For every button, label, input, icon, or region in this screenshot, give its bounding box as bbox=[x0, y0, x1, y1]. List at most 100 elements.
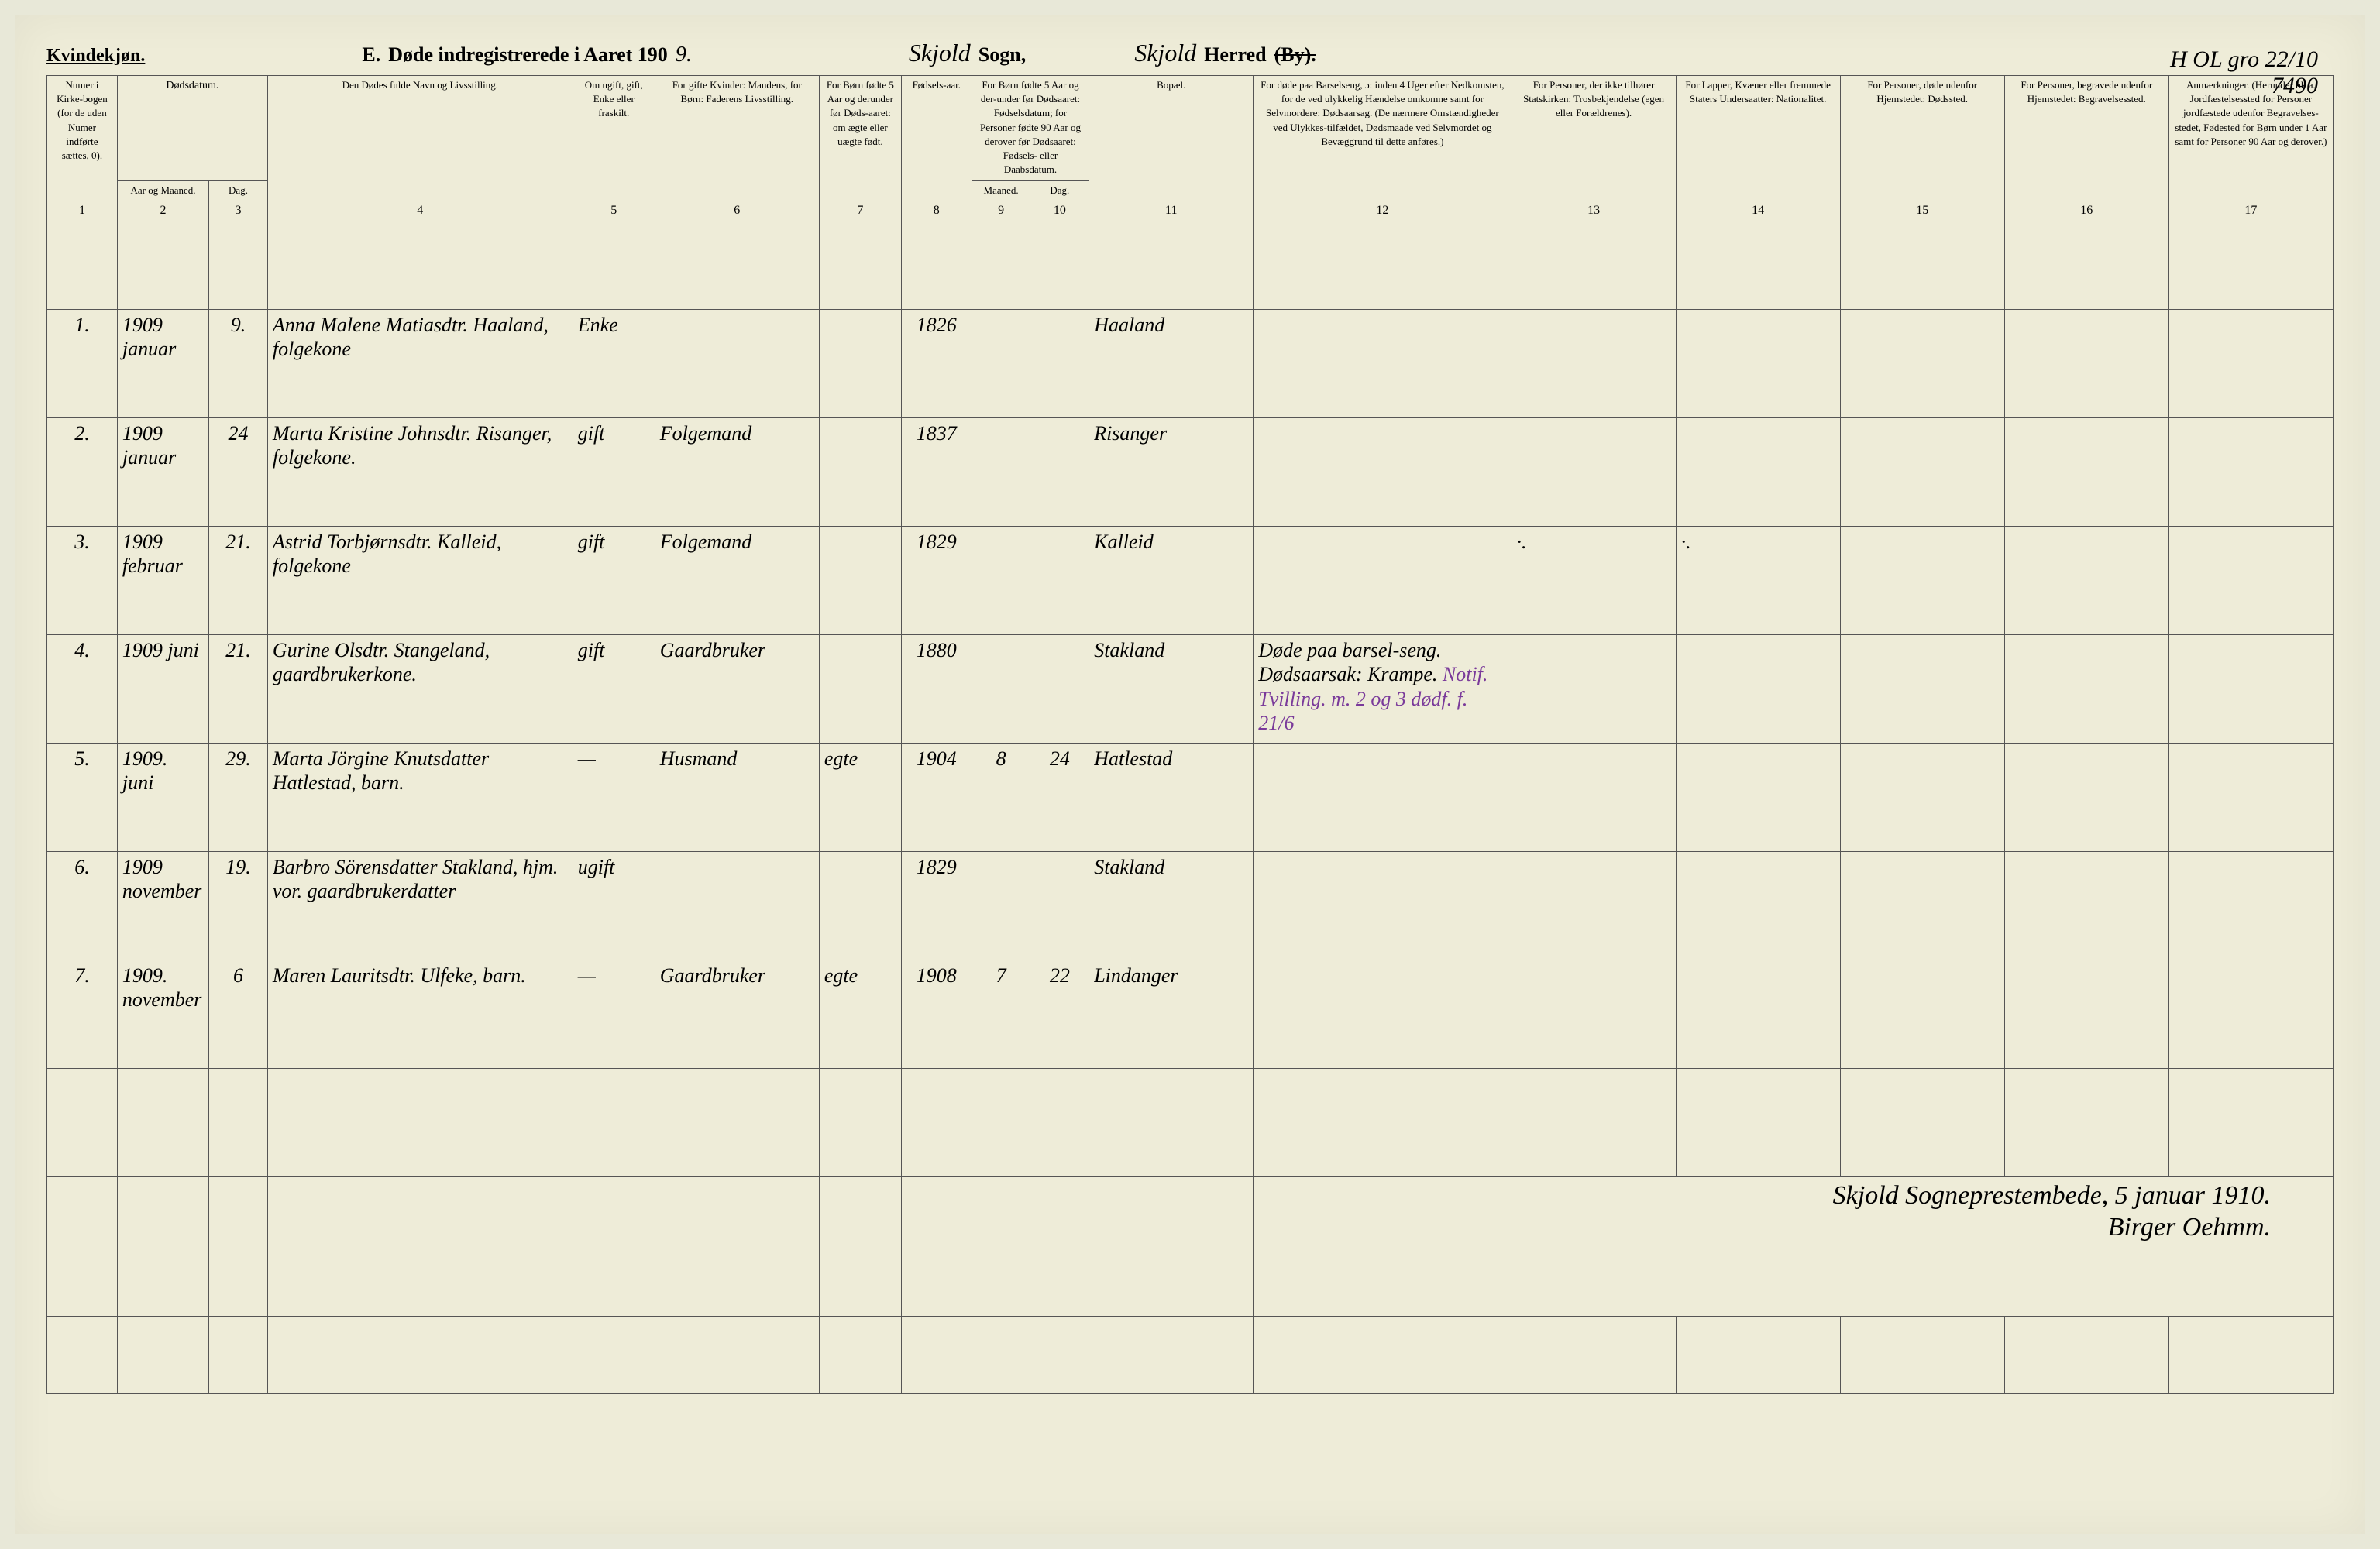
column-number: 2 bbox=[117, 201, 208, 310]
cell: Haaland bbox=[1089, 310, 1254, 418]
cell bbox=[1254, 418, 1512, 527]
signature-line-2: Birger Oehmm. bbox=[1258, 1212, 2271, 1244]
sogn-handwritten: Skjold bbox=[909, 39, 971, 67]
cell bbox=[972, 527, 1030, 635]
cell: 1826 bbox=[901, 310, 972, 418]
column-header: Den Dødes fulde Navn og Livsstilling. bbox=[267, 76, 573, 201]
cell: Stakland bbox=[1089, 852, 1254, 960]
column-number: 6 bbox=[655, 201, 819, 310]
cell bbox=[2168, 1317, 2333, 1394]
cell: Folgemand bbox=[655, 527, 819, 635]
cell: ugift bbox=[573, 852, 655, 960]
cell bbox=[267, 1069, 573, 1177]
cell bbox=[1512, 310, 1676, 418]
column-number: 16 bbox=[2004, 201, 2168, 310]
column-number: 10 bbox=[1030, 201, 1089, 310]
cell: 1829 bbox=[901, 527, 972, 635]
cell bbox=[1676, 852, 1840, 960]
cell bbox=[2004, 418, 2168, 527]
signature-row: Skjold Sogneprestembede, 5 januar 1910.B… bbox=[47, 1177, 2334, 1317]
table-row: 6.1909 november19.Barbro Sörensdatter St… bbox=[47, 852, 2334, 960]
column-number: 11 bbox=[1089, 201, 1254, 310]
cell bbox=[901, 1317, 972, 1394]
table-row-empty bbox=[47, 1069, 2334, 1177]
year-handwritten: 9. bbox=[676, 43, 692, 67]
cell bbox=[2168, 418, 2333, 527]
cell bbox=[1840, 418, 2004, 527]
cell: 1909 januar bbox=[117, 310, 208, 418]
column-number: 3 bbox=[209, 201, 268, 310]
cell bbox=[573, 1069, 655, 1177]
column-header: Fødsels-aar. bbox=[901, 76, 972, 201]
column-number: 9 bbox=[972, 201, 1030, 310]
cell bbox=[819, 418, 901, 527]
header-row: Kvindekjøn. E. Døde indregistrerede i Aa… bbox=[46, 39, 2334, 67]
cell bbox=[819, 1317, 901, 1394]
cell: ·. bbox=[1512, 527, 1676, 635]
cell bbox=[972, 418, 1030, 527]
title-line: E. Døde indregistrerede i Aaret 1909. Sk… bbox=[362, 39, 2334, 67]
cell: 4. bbox=[47, 635, 118, 744]
cell bbox=[1840, 960, 2004, 1069]
cell: 21. bbox=[209, 635, 268, 744]
cell bbox=[1840, 744, 2004, 852]
cell: Husmand bbox=[655, 744, 819, 852]
herred-handwritten: Skjold bbox=[1134, 39, 1196, 67]
cell: Marta Kristine Johnsdtr. Risanger, folge… bbox=[267, 418, 573, 527]
cell bbox=[117, 1069, 208, 1177]
cell: 29. bbox=[209, 744, 268, 852]
cell: Lindanger bbox=[1089, 960, 1254, 1069]
table-head: Numer i Kirke-bogen (for de uden Numer i… bbox=[47, 76, 2334, 201]
table-row-empty bbox=[47, 1317, 2334, 1394]
cell: Marta Jörgine Knutsdatter Hatlestad, bar… bbox=[267, 744, 573, 852]
cell: 1909. november bbox=[117, 960, 208, 1069]
cell bbox=[655, 852, 819, 960]
column-number: 13 bbox=[1512, 201, 1676, 310]
cell bbox=[901, 1069, 972, 1177]
cell: ·. bbox=[1676, 527, 1840, 635]
cell bbox=[1254, 310, 1512, 418]
cell bbox=[1840, 852, 2004, 960]
cell: egte bbox=[819, 744, 901, 852]
cell bbox=[1254, 527, 1512, 635]
cell: — bbox=[573, 744, 655, 852]
table-row: 4.1909 juni21.Gurine Olsdtr. Stangeland,… bbox=[47, 635, 2334, 744]
signature-line-1: Skjold Sogneprestembede, 5 januar 1910. bbox=[1258, 1180, 2271, 1212]
column-header: For Personer, der ikke tilhører Statskir… bbox=[1512, 76, 1676, 201]
ledger-page: Kvindekjøn. E. Døde indregistrerede i Aa… bbox=[15, 15, 2365, 1534]
cell: Døde paa barsel-seng. Dødsaarsak: Krampe… bbox=[1254, 635, 1512, 744]
column-number: 14 bbox=[1676, 201, 1840, 310]
cell bbox=[1676, 418, 1840, 527]
cell bbox=[1254, 744, 1512, 852]
cell bbox=[1030, 1317, 1089, 1394]
cell bbox=[819, 635, 901, 744]
cell bbox=[819, 1069, 901, 1177]
cell bbox=[1254, 1317, 1512, 1394]
cell: 1909 juni bbox=[117, 635, 208, 744]
cell: Gaardbruker bbox=[655, 960, 819, 1069]
cell: Maren Lauritsdtr. Ulfeke, barn. bbox=[267, 960, 573, 1069]
cell: 5. bbox=[47, 744, 118, 852]
cell bbox=[2004, 852, 2168, 960]
column-number: 5 bbox=[573, 201, 655, 310]
cell bbox=[267, 1177, 573, 1317]
cell bbox=[209, 1069, 268, 1177]
cell bbox=[209, 1177, 268, 1317]
cell bbox=[2004, 635, 2168, 744]
column-number: 15 bbox=[1840, 201, 2004, 310]
cell: Folgemand bbox=[655, 418, 819, 527]
column-number: 8 bbox=[901, 201, 972, 310]
cell bbox=[1089, 1177, 1254, 1317]
cell: 2. bbox=[47, 418, 118, 527]
column-subheader: Maaned. bbox=[972, 181, 1030, 201]
cell: Stakland bbox=[1089, 635, 1254, 744]
cell bbox=[2004, 310, 2168, 418]
cell bbox=[1676, 1069, 1840, 1177]
cell bbox=[972, 635, 1030, 744]
cell bbox=[2168, 1069, 2333, 1177]
cell bbox=[1840, 310, 2004, 418]
top-right-notes: H OL gro 22/10 7490 bbox=[2170, 46, 2318, 99]
cell bbox=[2168, 310, 2333, 418]
cell: Risanger bbox=[1089, 418, 1254, 527]
cell bbox=[1512, 852, 1676, 960]
